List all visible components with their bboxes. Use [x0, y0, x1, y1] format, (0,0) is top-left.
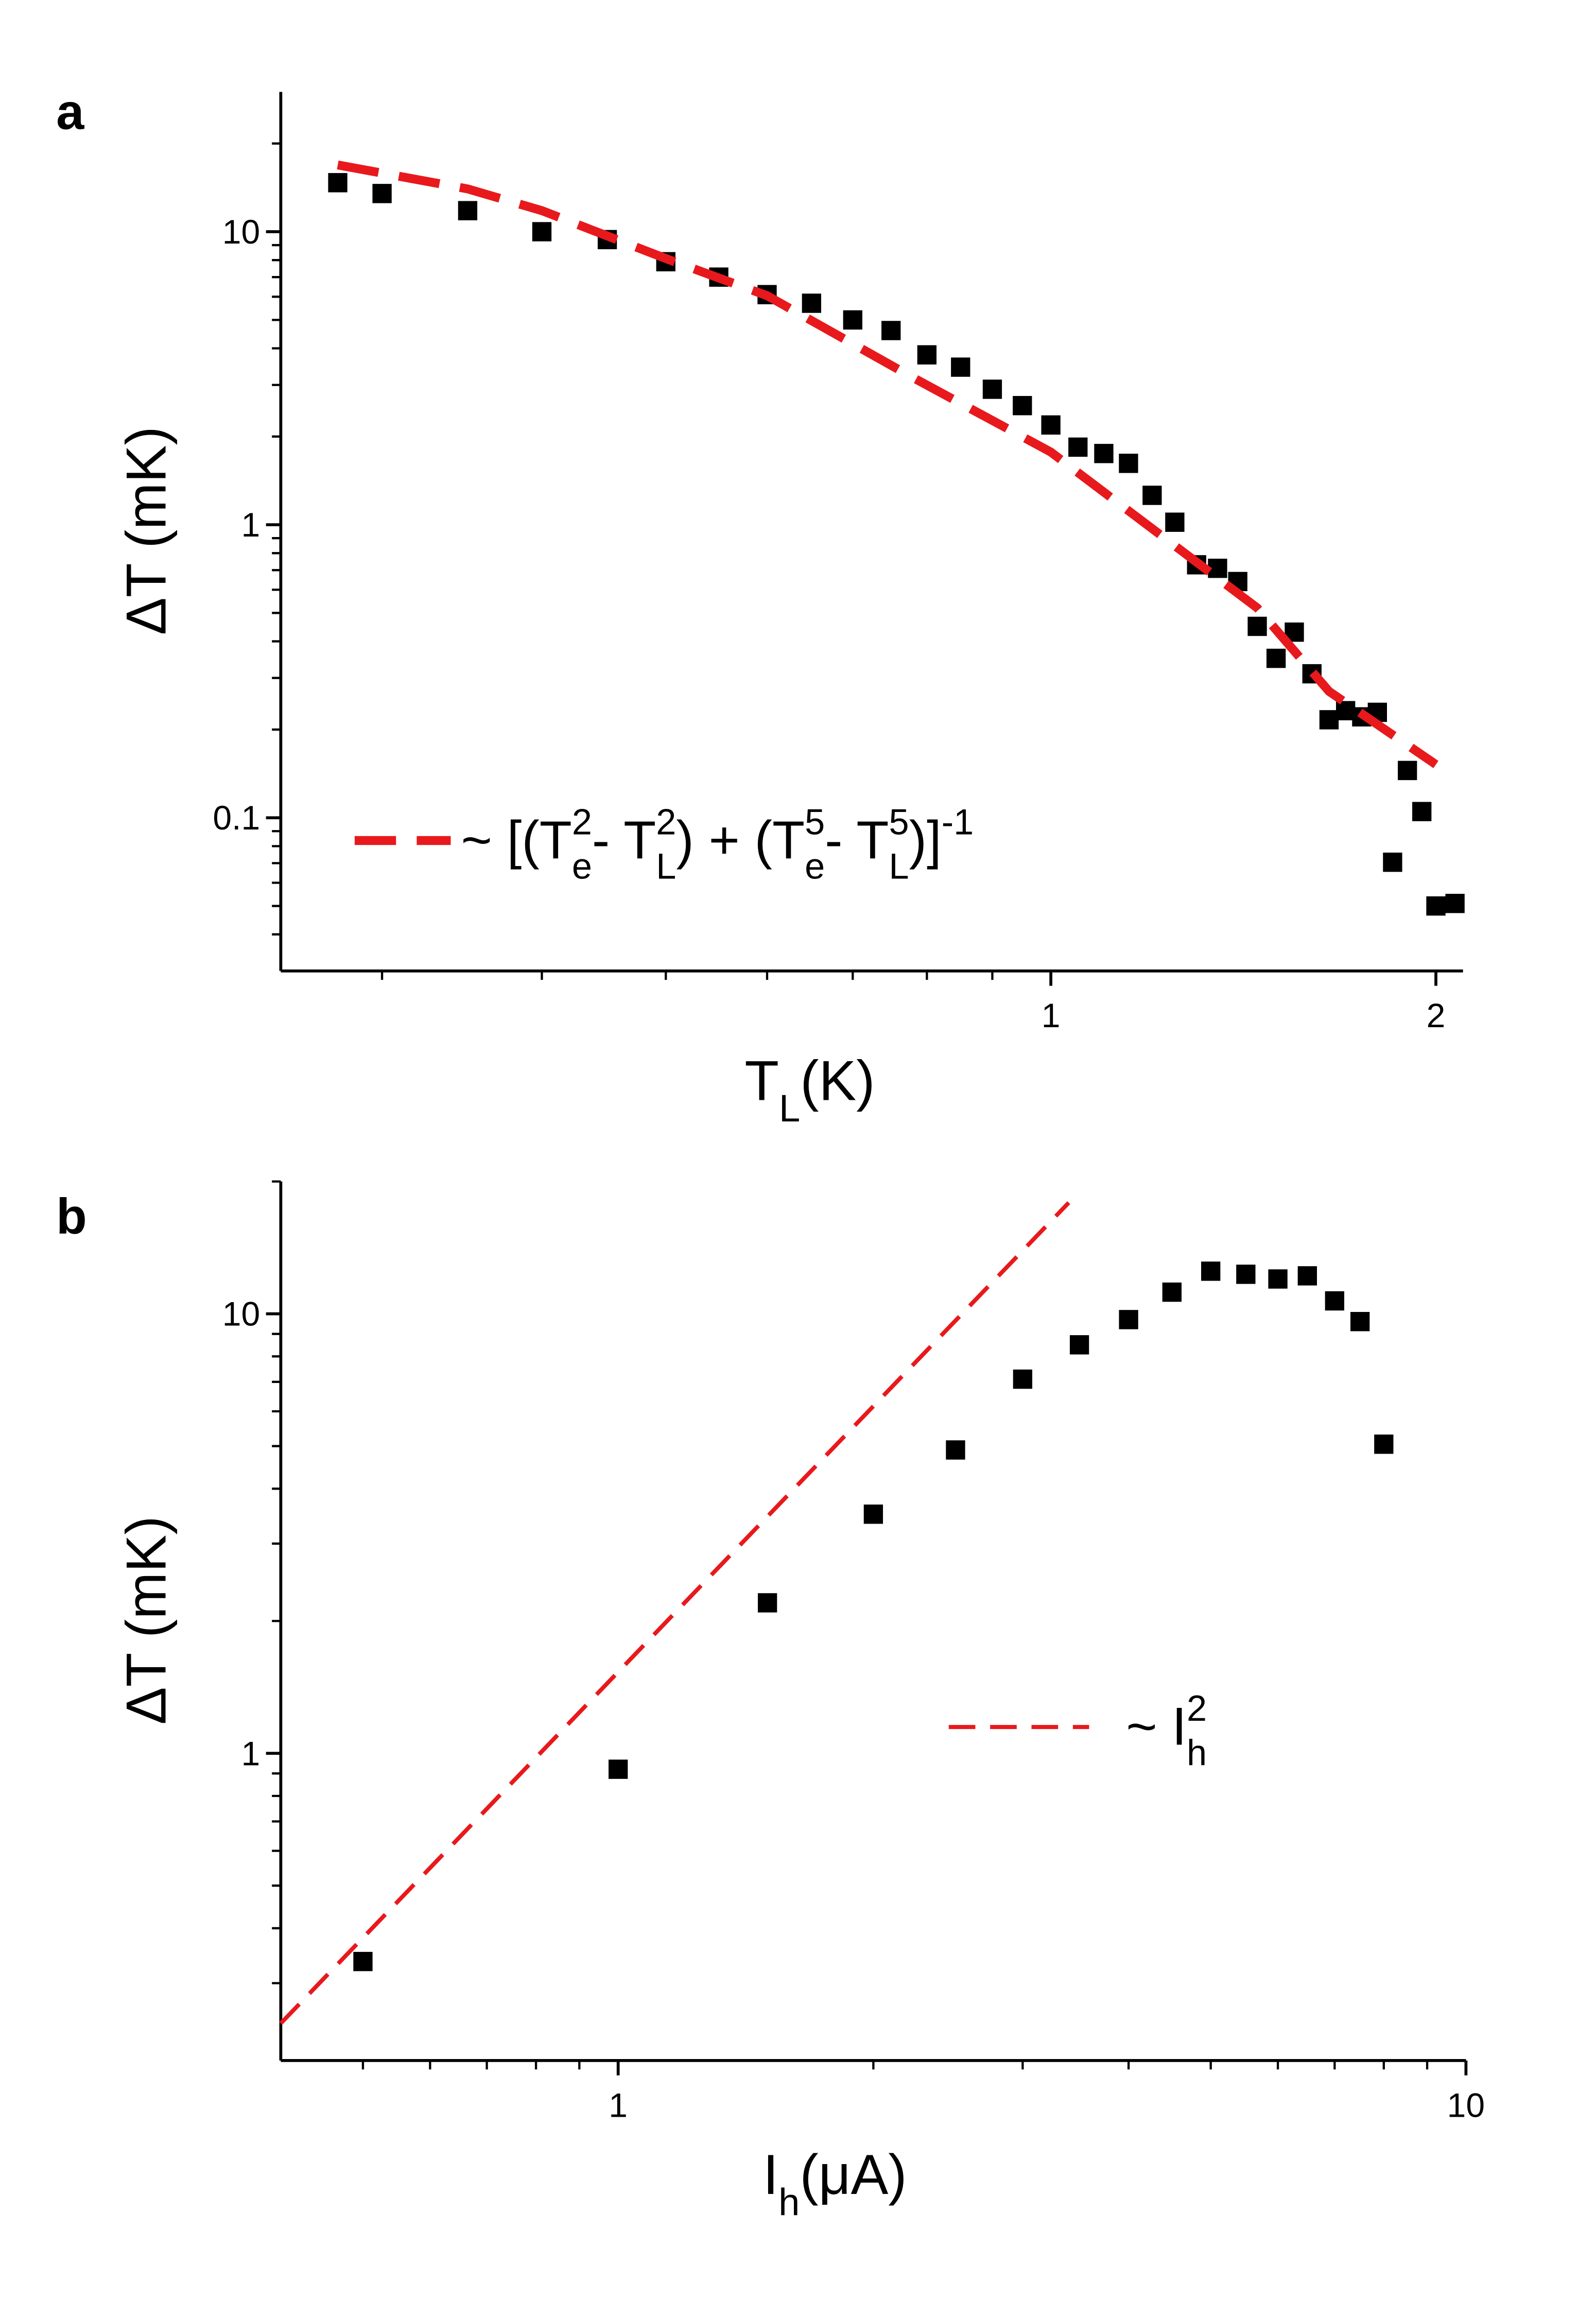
x-axis-label-part: h [778, 2181, 800, 2224]
legend-label-part: - T [592, 810, 656, 870]
legend-label-part: -1 [942, 801, 974, 842]
data-point [458, 201, 478, 220]
data-point [1266, 648, 1286, 668]
legend-label-part: L [656, 845, 676, 886]
data-point [1013, 1369, 1033, 1389]
data-point [609, 1759, 628, 1779]
y-axis-label-part: ΔT (mK) [115, 426, 178, 635]
y-axis-label-part: ΔT (mK) [115, 1516, 178, 1724]
data-point [1247, 616, 1267, 636]
data-point [1068, 437, 1088, 457]
legend-label-part: ) + (T [676, 810, 805, 870]
legend-label-part: ~ I [1126, 1697, 1187, 1756]
data-point [1297, 1266, 1317, 1286]
x-axis-label-part: (K) [800, 1049, 875, 1112]
x-tick-label: 1 [609, 2086, 628, 2124]
data-point [843, 310, 862, 330]
data-point [353, 1951, 373, 1972]
data-point [1336, 701, 1356, 720]
data-point [372, 184, 392, 203]
data-point [802, 293, 821, 313]
fit-line [279, 1201, 1070, 2025]
data-point [1119, 454, 1138, 473]
legend-label-part: 2 [572, 801, 592, 842]
data-point [1325, 1291, 1344, 1311]
data-point [982, 379, 1002, 399]
data-point [946, 1440, 965, 1460]
legend-label-part: 2 [656, 801, 676, 842]
x-tick-label: 10 [1447, 2086, 1485, 2124]
x-axis-label-part: L [779, 1087, 800, 1130]
legend-label-part: e [572, 845, 592, 886]
data-point [757, 1593, 777, 1613]
data-point [1350, 1312, 1370, 1332]
legend-label-part: - T [825, 810, 889, 870]
legend-label-part: 5 [889, 801, 909, 842]
data-point [951, 357, 970, 377]
data-point [1426, 896, 1446, 916]
y-axis-label-wrap: ΔT (mK) [115, 426, 178, 635]
legend-label: ~ [(T e2 - T L2) + (T e5 - T L5)] -1 [461, 801, 974, 886]
data-point [1374, 1434, 1394, 1454]
x-tick-label: 1 [1042, 997, 1061, 1035]
panel-label: a [56, 83, 84, 140]
y-axis-label: ΔT (mK) [115, 426, 178, 635]
y-axis-label: ΔT (mK) [115, 1516, 178, 1724]
data-point [1119, 1310, 1138, 1329]
legend-label-part: 5 [805, 801, 825, 842]
data-point [1398, 760, 1417, 781]
data-point [1445, 893, 1465, 913]
data-point [1268, 1269, 1288, 1289]
y-axis-label-wrap: ΔT (mK) [115, 1516, 178, 1724]
legend-label-part: 2 [1187, 1688, 1207, 1728]
data-point [863, 1505, 883, 1524]
x-axis-label-part: T [744, 1049, 779, 1112]
data-point [1041, 415, 1061, 435]
data-point [1412, 802, 1432, 821]
y-tick-label: 1 [241, 506, 260, 544]
data-point [532, 222, 552, 241]
legend-label-part: L [889, 845, 909, 886]
legend-label-part: h [1187, 1732, 1207, 1773]
panel-label: b [56, 1188, 87, 1244]
legend-label-part: )] [909, 810, 942, 870]
data-point [1201, 1261, 1221, 1281]
data-point [328, 173, 348, 193]
data-point [1142, 486, 1162, 505]
fit-line [337, 160, 1438, 768]
data-point [1165, 512, 1185, 532]
x-axis-label-part: (μA) [800, 2143, 907, 2206]
data-point [1069, 1335, 1089, 1355]
data-point [917, 345, 937, 365]
y-tick-label: 10 [222, 1295, 260, 1334]
data-point [1162, 1282, 1182, 1302]
data-point [1319, 710, 1339, 730]
y-tick-label: 10 [222, 213, 260, 251]
legend-label-part: ~ [(T [461, 810, 572, 870]
y-tick-label: 1 [241, 1735, 260, 1773]
legend-label-part: e [805, 845, 825, 886]
data-point [1013, 396, 1032, 416]
x-tick-label: 2 [1427, 997, 1446, 1035]
y-tick-label: 0.1 [213, 799, 260, 837]
data-point [1094, 444, 1114, 463]
data-point [1383, 852, 1402, 872]
data-point [881, 321, 901, 340]
x-axis-label-part: I [763, 2143, 778, 2206]
data-point [1236, 1265, 1256, 1284]
